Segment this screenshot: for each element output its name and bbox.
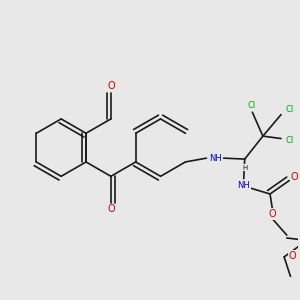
Text: NH: NH	[209, 154, 221, 163]
Text: O: O	[289, 251, 296, 261]
Text: O: O	[107, 204, 115, 214]
Text: O: O	[268, 209, 276, 219]
Text: Cl: Cl	[247, 101, 256, 110]
Text: H: H	[242, 165, 247, 171]
Text: O: O	[290, 172, 298, 182]
Text: Cl: Cl	[286, 105, 294, 114]
Text: O: O	[107, 81, 115, 91]
Text: Cl: Cl	[286, 136, 294, 145]
Text: NH: NH	[237, 181, 250, 190]
